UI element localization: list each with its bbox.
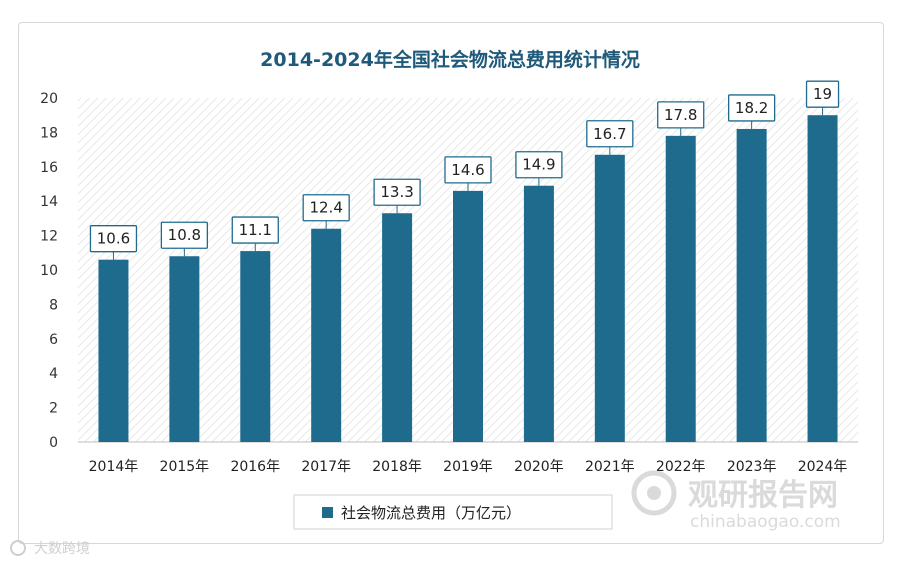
bar [523,185,554,442]
bar [169,256,200,442]
corner-watermark: 大数跨境 [10,540,90,557]
data-label: 18.2 [735,99,768,117]
bar [98,259,129,442]
x-tick-label: 2015年 [160,459,210,475]
y-tick-label: 10 [40,263,58,279]
bar [594,154,625,442]
bar [736,128,767,442]
data-label: 11.1 [239,221,272,239]
y-tick-label: 16 [40,160,58,176]
y-tick-label: 18 [40,125,58,141]
watermark-logo: 观研报告网 chinabaogao.com [631,470,841,532]
data-label: 13.3 [380,183,413,201]
bar [240,251,271,442]
data-label: 14.6 [451,161,484,179]
y-tick-label: 8 [49,297,58,313]
x-tick-label: 2017年 [301,459,351,475]
watermark-site-name: 观研报告网 [688,478,838,513]
legend-label: 社会物流总费用（万亿元） [341,504,521,522]
y-tick-label: 6 [49,332,58,348]
y-tick-label: 4 [49,366,58,382]
y-tick-label: 12 [40,229,58,245]
bar [382,213,413,442]
legend-swatch [322,507,333,518]
y-axis: 0 2 4 6 8 10 12 14 16 18 20 [40,91,58,451]
x-tick-label: 2023年 [727,459,777,475]
watermark-site-url: chinabaogao.com [690,512,841,532]
data-label: 10.8 [168,226,201,244]
y-tick-label: 2 [49,401,58,417]
legend: 社会物流总费用（万亿元） [293,494,613,530]
y-tick-label: 0 [49,435,58,451]
data-labels-group: 10.6 10.8 11.1 12.4 13.3 14.6 14.9 16.7 17.8 18.2… [89,80,840,260]
bar [665,135,696,442]
x-tick-label: 2024年 [798,459,848,475]
data-label: 16.7 [593,125,626,143]
data-label: 12.4 [309,199,342,217]
x-tick-label: 2020年 [514,459,564,475]
x-tick-label: 2016年 [230,459,280,475]
bar [453,190,483,442]
x-tick-label: 2019年 [443,459,493,475]
y-tick-label: 20 [40,91,58,107]
x-axis: 2014年 2015年 2016年 2017年 2018年 2019年 2020年 2021年… [78,441,858,475]
x-tick-label: 2021年 [585,459,635,475]
y-tick-label: 14 [40,194,58,210]
x-tick-label: 2022年 [656,459,706,475]
x-tick-label: 2014年 [89,459,139,475]
bar [311,228,342,442]
data-label: 19 [813,85,832,103]
bars-group [98,115,838,442]
data-label: 14.9 [522,156,555,174]
data-label: 10.6 [97,230,130,248]
x-tick-label: 2018年 [372,459,422,475]
corner-watermark-text: 大数跨境 [34,541,90,557]
chart-title: 2014-2024年全国社会物流总费用统计情况 [260,48,640,71]
data-label: 17.8 [664,106,697,124]
bar [807,115,838,442]
